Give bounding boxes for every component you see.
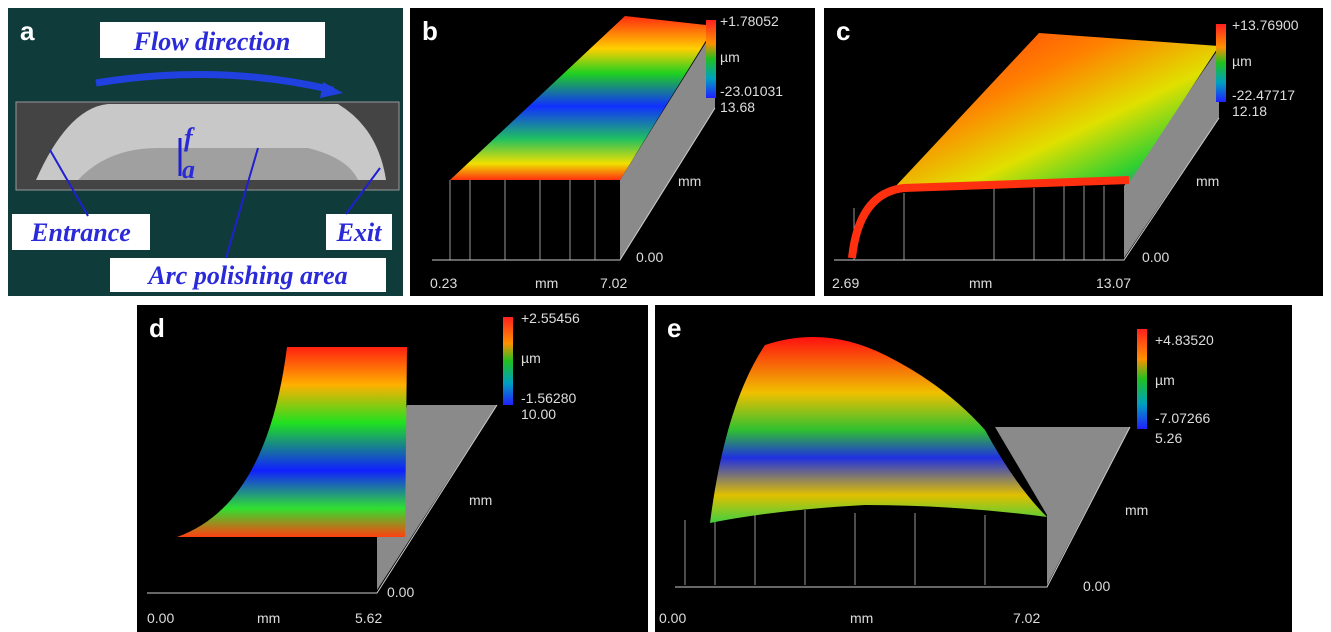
x-unit: mm xyxy=(969,275,992,291)
panel-label: b xyxy=(422,16,438,46)
y-start: 0.00 xyxy=(1142,249,1169,265)
x-start: 0.00 xyxy=(147,610,174,626)
y-unit: mm xyxy=(1196,173,1219,189)
colorbar xyxy=(1216,24,1226,102)
wall xyxy=(620,28,715,260)
x-end: 5.62 xyxy=(355,610,382,626)
colorbar xyxy=(503,317,513,405)
y-start: 0.00 xyxy=(387,584,414,600)
axis xyxy=(834,117,1220,261)
y-start: 0.00 xyxy=(1083,578,1110,594)
surface xyxy=(894,33,1219,188)
y-unit: mm xyxy=(678,173,701,189)
unit: µm xyxy=(1232,53,1252,69)
caption: Flow direction xyxy=(133,27,291,56)
arc-inner xyxy=(78,148,358,180)
surface xyxy=(450,16,715,180)
min: -23.01031 xyxy=(720,83,783,99)
panel-c: c +13.76900 µm -22.47717 12.18 mm 0.00 2… xyxy=(824,8,1323,296)
caption-box xyxy=(110,258,386,292)
colorbar xyxy=(1137,329,1147,429)
panel-label: a xyxy=(20,16,35,46)
caption: Exit xyxy=(336,218,383,247)
wall xyxy=(1124,48,1219,258)
x-end: 7.02 xyxy=(600,275,627,291)
caption-box xyxy=(12,214,150,250)
panel-d: d +2.55456 µm -1.56280 10.00 mm 0.00 0.0… xyxy=(137,305,648,632)
caption-box xyxy=(100,22,325,58)
rim xyxy=(848,176,1130,259)
y-unit: mm xyxy=(1125,502,1148,518)
wall xyxy=(995,427,1130,585)
max: +13.76900 xyxy=(1232,17,1299,33)
panel-e: e +4.83520 µm -7.07266 5.26 mm 0.00 0.00… xyxy=(655,305,1292,632)
max: +2.55456 xyxy=(521,310,580,326)
max: +4.83520 xyxy=(1155,332,1214,348)
y-start: 0.00 xyxy=(636,249,663,265)
x-start: 2.69 xyxy=(832,275,859,291)
depth: 10.00 xyxy=(521,406,556,422)
unit: µm xyxy=(1155,372,1175,388)
caption-box xyxy=(326,214,392,250)
axis xyxy=(675,426,1131,588)
max: +1.78052 xyxy=(720,13,779,29)
unit: µm xyxy=(521,350,541,366)
x-unit: mm xyxy=(257,610,280,626)
panel-a: a Flow direction f a Entrance Exit Arc p… xyxy=(8,8,403,296)
panel-label: e xyxy=(667,313,681,343)
panel-label: c xyxy=(836,16,850,46)
spike xyxy=(684,510,986,585)
depth: 5.26 xyxy=(1155,430,1182,446)
f-label: f xyxy=(184,123,195,152)
surface xyxy=(177,347,407,537)
min: -22.47717 xyxy=(1232,87,1295,103)
a-label: a xyxy=(182,155,195,184)
y-unit: mm xyxy=(469,492,492,508)
x-end: 7.02 xyxy=(1013,610,1040,626)
unit: µm xyxy=(720,49,740,65)
axis xyxy=(432,107,716,261)
flow-arrow xyxy=(95,70,334,94)
surface xyxy=(710,337,1047,523)
x-end: 13.07 xyxy=(1096,275,1131,291)
x-start: 0.23 xyxy=(430,275,457,291)
min: -7.07266 xyxy=(1155,410,1210,426)
panel-label: d xyxy=(149,313,165,343)
x-unit: mm xyxy=(850,610,873,626)
caption: Entrance xyxy=(30,218,131,247)
spike xyxy=(449,180,596,260)
x-unit: mm xyxy=(535,275,558,291)
depth: 12.18 xyxy=(1232,103,1267,119)
depth: 13.68 xyxy=(720,99,755,115)
caption: Arc polishing area xyxy=(146,261,347,290)
x-start: 0.00 xyxy=(659,610,686,626)
min: -1.56280 xyxy=(521,390,576,406)
axis xyxy=(147,404,498,594)
panel-b: b +1.78052 µm -23.01031 13.68 mm 0.00 0.… xyxy=(410,8,815,296)
arrow-head xyxy=(320,82,343,98)
pointer xyxy=(49,147,381,259)
colorbar xyxy=(706,20,716,98)
